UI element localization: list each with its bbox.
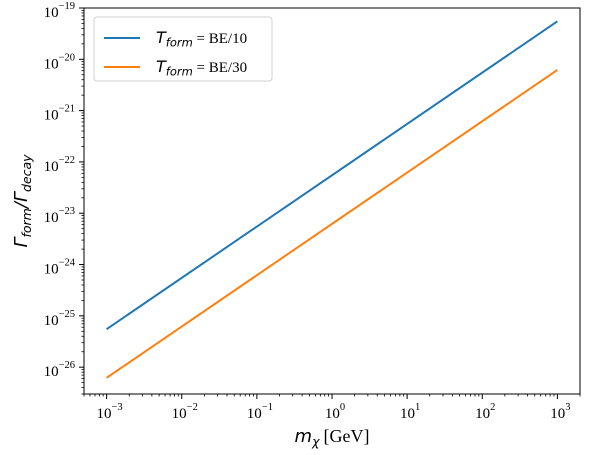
- x-tick-label: 103: [550, 402, 570, 422]
- y-tick-label: 10−26: [44, 360, 75, 380]
- x-tick-label: 10−2: [172, 402, 198, 422]
- x-axis-label: mχ [GeV]: [295, 426, 370, 449]
- series-line-0: [106, 20, 558, 331]
- y-tick-label: 10−22: [44, 155, 75, 175]
- legend-box: [93, 16, 273, 82]
- y-tick-label: 10−21: [44, 104, 75, 124]
- legend-label: Tform = BE/30: [156, 57, 247, 79]
- y-tick-label: 10−19: [44, 1, 75, 21]
- x-tick-label: 100: [325, 402, 345, 422]
- x-axis-ticks: 10−3 10−2 10−1 100 101 102 103: [83, 394, 581, 422]
- y-tick-label: 10−20: [44, 52, 75, 72]
- legend-label: Tform = BE/10: [156, 28, 247, 50]
- legend: Tform = BE/10 Tform = BE/30: [93, 16, 273, 82]
- y-tick-label: 10−23: [44, 206, 75, 226]
- x-tick-label: 102: [475, 402, 495, 422]
- y-axis-label: Γform/Γdecay: [11, 154, 34, 248]
- y-tick-label: 10−25: [44, 309, 75, 329]
- legend-entry: Tform = BE/10: [104, 28, 247, 50]
- legend-entry: Tform = BE/30: [104, 57, 247, 79]
- series-line-1: [106, 69, 558, 379]
- series-layer: [106, 20, 558, 379]
- y-axis-ticks: 10−26 10−25 10−24 10−23 10−22 10−21 10−20 10−19: [44, 1, 84, 395]
- x-tick-label: 10−3: [97, 402, 123, 422]
- x-tick-label: 101: [400, 402, 420, 422]
- x-tick-label: 10−1: [247, 402, 273, 422]
- y-tick-label: 10−24: [44, 258, 76, 278]
